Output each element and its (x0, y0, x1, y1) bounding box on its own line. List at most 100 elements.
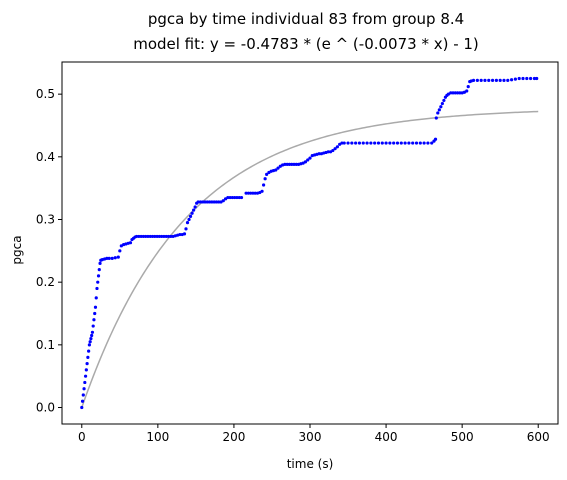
data-point (83, 381, 86, 384)
x-axis-label: time (s) (287, 457, 334, 471)
data-point (495, 79, 498, 82)
data-point (365, 141, 368, 144)
data-point (465, 89, 468, 92)
data-point (91, 331, 94, 334)
data-point (499, 79, 502, 82)
data-point (525, 77, 528, 80)
data-point (240, 196, 243, 199)
data-point (190, 212, 193, 215)
data-point (108, 257, 111, 260)
data-point (95, 287, 98, 290)
data-point (472, 79, 475, 82)
data-point (480, 79, 483, 82)
data-point (86, 362, 89, 365)
data-point (535, 77, 538, 80)
x-tick-label: 200 (222, 430, 245, 444)
data-point (435, 116, 438, 119)
y-tick-label: 0.0 (36, 401, 55, 415)
data-point (88, 343, 91, 346)
data-point (82, 393, 85, 396)
y-tick-label: 0.3 (36, 212, 55, 226)
data-point (183, 232, 186, 235)
data-point (403, 141, 406, 144)
data-point (82, 387, 85, 390)
data-point (89, 340, 92, 343)
data-point (192, 209, 195, 212)
data-point (93, 312, 96, 315)
data-point (396, 141, 399, 144)
data-point (491, 79, 494, 82)
data-point (81, 400, 84, 403)
data-point (92, 318, 95, 321)
data-point (336, 145, 339, 148)
x-tick-label: 600 (527, 430, 550, 444)
x-tick-label: 100 (146, 430, 169, 444)
data-point (502, 79, 505, 82)
x-tick-label: 300 (299, 430, 322, 444)
data-point (343, 141, 346, 144)
data-point (262, 183, 265, 186)
data-point (184, 227, 187, 230)
plot-frame (62, 62, 558, 424)
y-tick-label: 0.2 (36, 275, 55, 289)
data-point (114, 256, 117, 259)
data-point (362, 141, 365, 144)
data-point (98, 268, 101, 271)
data-point (80, 406, 83, 409)
data-point (400, 141, 403, 144)
data-point (411, 141, 414, 144)
data-point (436, 111, 439, 114)
data-point (442, 99, 445, 102)
y-tick-label: 0.4 (36, 150, 55, 164)
data-point (129, 241, 132, 244)
x-tick-label: 500 (451, 430, 474, 444)
data-point (96, 281, 99, 284)
chart-title: pgca by time individual 83 from group 8.… (148, 10, 464, 28)
data-point (373, 141, 376, 144)
data-point (354, 141, 357, 144)
data-point (92, 324, 95, 327)
data-point (264, 177, 267, 180)
data-point (94, 306, 97, 309)
data-point (514, 78, 517, 81)
data-point (308, 156, 311, 159)
data-point (111, 257, 114, 260)
data-point (521, 77, 524, 80)
data-point (483, 79, 486, 82)
data-point (419, 141, 422, 144)
data-point (439, 105, 442, 108)
data-point (377, 141, 380, 144)
data-point (97, 274, 100, 277)
data-point (441, 102, 444, 105)
x-tick-label: 400 (375, 430, 398, 444)
data-point (381, 141, 384, 144)
fit-curve-line (82, 112, 538, 408)
data-point (384, 141, 387, 144)
data-point (350, 141, 353, 144)
axes: 0 100 200 300 400 500 600 0.0 0.1 0.2 0.3 0.4 0.5 (36, 62, 558, 444)
chart-subtitle: model fit: y = -0.4783 * (e ^ (-0.0073 *… (133, 35, 479, 53)
data-point (529, 77, 532, 80)
y-tick-label: 0.5 (36, 87, 55, 101)
data-point (260, 190, 263, 193)
data-point (438, 108, 441, 111)
data-point (85, 368, 88, 371)
data-point (189, 215, 192, 218)
data-point (407, 141, 410, 144)
data-point (95, 296, 98, 299)
data-point (98, 262, 101, 265)
data-point (487, 79, 490, 82)
data-point (87, 350, 90, 353)
data-point (415, 141, 418, 144)
data-point (423, 141, 426, 144)
y-axis-label: pgca (10, 235, 24, 264)
y-tick-label: 0.1 (36, 338, 55, 352)
data-point (90, 334, 93, 337)
data-point (426, 141, 429, 144)
data-point (187, 218, 190, 221)
plot-area (80, 77, 538, 409)
data-point (369, 141, 372, 144)
data-point (358, 141, 361, 144)
data-point (392, 141, 395, 144)
x-tick-label: 0 (78, 430, 86, 444)
